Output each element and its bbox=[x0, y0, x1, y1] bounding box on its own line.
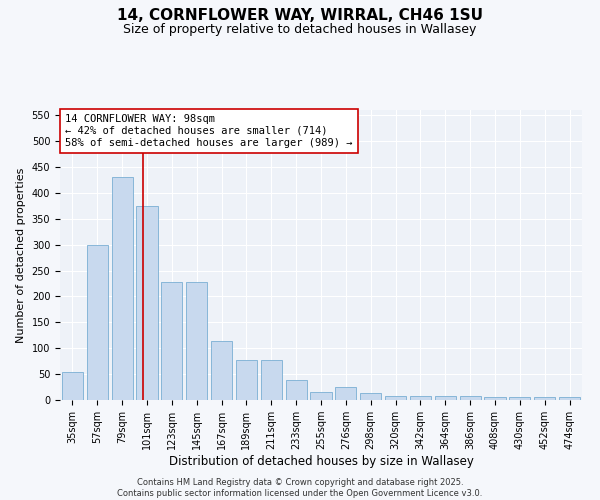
Bar bbox=[484, 398, 506, 400]
Bar bbox=[186, 282, 207, 400]
Bar bbox=[161, 282, 182, 400]
Bar bbox=[310, 392, 332, 400]
Bar bbox=[385, 396, 406, 400]
Bar bbox=[559, 398, 580, 400]
Bar bbox=[62, 372, 83, 400]
Text: Contains HM Land Registry data © Crown copyright and database right 2025.
Contai: Contains HM Land Registry data © Crown c… bbox=[118, 478, 482, 498]
Bar bbox=[435, 396, 456, 400]
Bar bbox=[87, 244, 108, 400]
Bar bbox=[534, 398, 555, 400]
Bar bbox=[112, 178, 133, 400]
Bar bbox=[460, 396, 481, 400]
Y-axis label: Number of detached properties: Number of detached properties bbox=[16, 168, 26, 342]
X-axis label: Distribution of detached houses by size in Wallasey: Distribution of detached houses by size … bbox=[169, 455, 473, 468]
Bar bbox=[410, 396, 431, 400]
Bar bbox=[261, 360, 282, 400]
Text: Size of property relative to detached houses in Wallasey: Size of property relative to detached ho… bbox=[124, 22, 476, 36]
Bar bbox=[335, 387, 356, 400]
Bar bbox=[236, 360, 257, 400]
Bar bbox=[211, 342, 232, 400]
Bar bbox=[136, 206, 158, 400]
Bar bbox=[286, 380, 307, 400]
Bar bbox=[360, 394, 381, 400]
Bar bbox=[509, 398, 530, 400]
Text: 14 CORNFLOWER WAY: 98sqm
← 42% of detached houses are smaller (714)
58% of semi-: 14 CORNFLOWER WAY: 98sqm ← 42% of detach… bbox=[65, 114, 353, 148]
Text: 14, CORNFLOWER WAY, WIRRAL, CH46 1SU: 14, CORNFLOWER WAY, WIRRAL, CH46 1SU bbox=[117, 8, 483, 22]
